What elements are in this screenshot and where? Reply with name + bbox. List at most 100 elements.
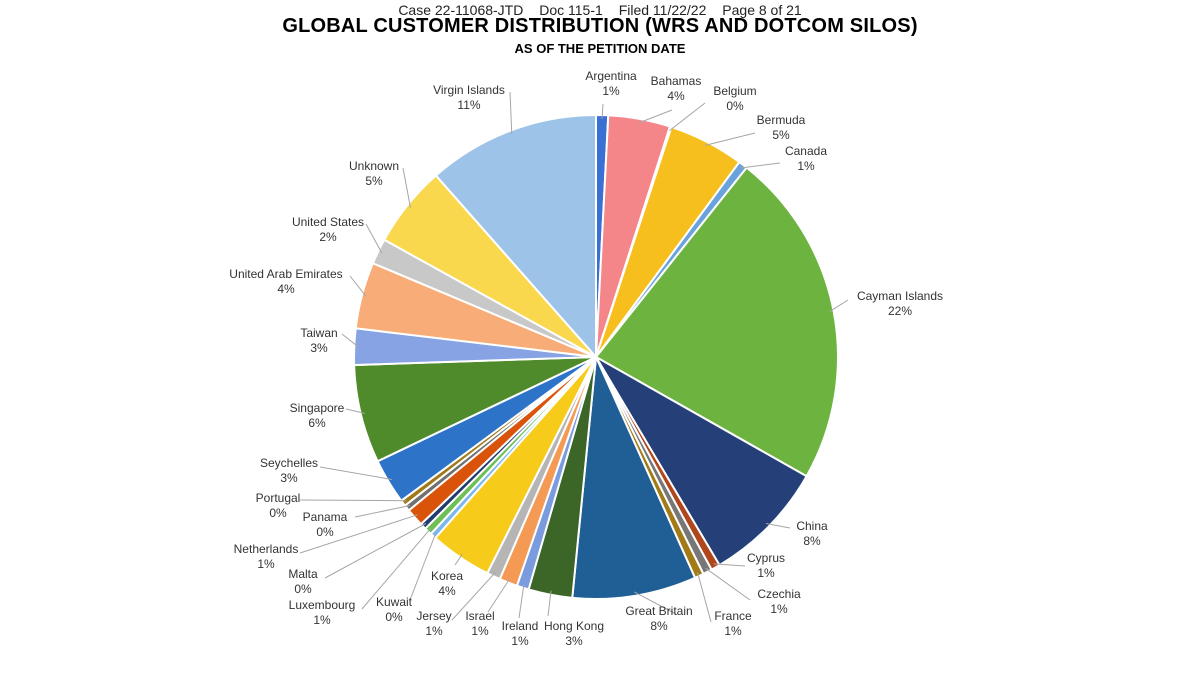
slice-label-bermuda: Bermuda	[757, 113, 806, 127]
slice-label-ireland: Ireland	[502, 619, 539, 633]
leader-line-singapore	[345, 408, 365, 414]
slice-percent-israel: 1%	[471, 624, 489, 638]
slice-label-singapore: Singapore	[290, 401, 345, 415]
slice-percent-great-britain: 8%	[650, 619, 668, 633]
leader-line-panama	[354, 505, 411, 518]
slice-percent-singapore: 6%	[308, 416, 326, 430]
slice-percent-czechia: 1%	[770, 602, 788, 616]
doc-number: Doc 115-1	[539, 2, 603, 18]
slice-label-france: France	[714, 609, 752, 623]
leader-line-taiwan	[341, 333, 359, 348]
pie-slice-china	[593, 354, 808, 567]
leader-line-united-arab-emirates	[349, 275, 367, 297]
leader-line-great-britain	[634, 591, 677, 615]
leader-line-cyprus	[713, 563, 746, 567]
slice-percent-luxembourg: 1%	[313, 613, 331, 627]
pie-slice-great-britain	[571, 353, 697, 600]
slice-label-belgium: Belgium	[713, 84, 756, 98]
slice-label-canada: Canada	[785, 144, 827, 158]
leader-line-korea	[454, 553, 463, 566]
slice-percent-united-states: 2%	[319, 230, 337, 244]
slice-percent-jersey: 1%	[425, 624, 443, 638]
slice-percent-hong-kong: 3%	[565, 634, 583, 648]
pie-slice-virgin-islands	[434, 113, 597, 360]
slice-label-cyprus: Cyprus	[747, 551, 785, 565]
leader-line-argentina	[601, 103, 604, 120]
leader-line-bermuda	[704, 132, 756, 146]
slice-label-jersey: Jersey	[416, 609, 451, 623]
slice-label-unknown: Unknown	[349, 159, 399, 173]
leader-lines	[299, 91, 849, 623]
slice-percent-malta: 0%	[294, 582, 312, 596]
slice-label-hong-kong: Hong Kong	[544, 619, 604, 633]
leader-line-belgium	[669, 102, 706, 131]
slice-percent-netherlands: 1%	[257, 557, 275, 571]
slice-label-bahamas: Bahamas	[651, 74, 702, 88]
slice-label-virgin-islands: Virgin Islands	[433, 83, 505, 97]
leader-line-canada	[740, 162, 781, 169]
leader-line-bahamas	[638, 109, 673, 124]
slice-label-seychelles: Seychelles	[260, 456, 318, 470]
leader-line-kuwait	[409, 532, 437, 601]
leader-line-israel	[487, 578, 511, 613]
slice-percent-korea: 4%	[438, 584, 456, 598]
slice-percent-argentina: 1%	[602, 84, 620, 98]
slice-percent-cyprus: 1%	[757, 566, 775, 580]
slice-label-czechia: Czechia	[757, 587, 801, 601]
slice-percent-unknown: 5%	[365, 174, 383, 188]
slice-label-korea: Korea	[431, 569, 463, 583]
leader-line-ireland	[518, 583, 525, 619]
leader-line-united-states	[365, 223, 383, 254]
slice-label-israel: Israel	[465, 609, 494, 623]
case-number: Case 22-11068-JTD	[398, 2, 524, 18]
slice-percent-france: 1%	[724, 624, 742, 638]
slice-label-china: China	[796, 519, 828, 533]
page-number: Page 8 of 21	[722, 2, 802, 18]
pie-slices	[353, 113, 839, 600]
slice-percent-belgium: 0%	[726, 99, 744, 113]
leader-line-czechia	[705, 567, 751, 601]
slice-label-panama: Panama	[303, 510, 348, 524]
slice-percent-kuwait: 0%	[385, 610, 403, 624]
slice-label-taiwan: Taiwan	[300, 326, 337, 340]
slice-label-malta: Malta	[288, 567, 318, 581]
slice-percent-bermuda: 5%	[772, 128, 790, 142]
leader-line-unknown	[402, 167, 411, 208]
pie-slice-cayman-islands	[594, 166, 839, 478]
leader-line-china	[765, 523, 791, 529]
slice-percent-canada: 1%	[797, 159, 815, 173]
slice-percent-seychelles: 3%	[280, 471, 298, 485]
slice-label-cayman-islands: Cayman Islands	[857, 289, 943, 303]
slice-percent-ireland: 1%	[511, 634, 529, 648]
slice-percent-united-arab-emirates: 4%	[277, 282, 295, 296]
slice-percent-bahamas: 4%	[667, 89, 685, 103]
slice-label-argentina: Argentina	[585, 69, 637, 83]
slice-label-portugal: Portugal	[256, 491, 301, 505]
leader-line-hong-kong	[547, 590, 552, 617]
slice-percent-china: 8%	[803, 534, 821, 548]
slice-label-united-arab-emirates: United Arab Emirates	[229, 267, 342, 281]
case-info-line: Case 22-11068-JTD Doc 115-1 Filed 11/22/…	[0, 2, 1200, 18]
filed-date: Filed 11/22/22	[618, 2, 707, 18]
slice-percent-portugal: 0%	[269, 506, 287, 520]
slice-percent-taiwan: 3%	[310, 341, 328, 355]
leader-line-seychelles	[319, 466, 392, 480]
leader-line-luxembourg	[361, 527, 432, 610]
leader-line-jersey	[451, 572, 496, 621]
leader-line-portugal	[299, 499, 407, 502]
leader-line-malta	[324, 523, 427, 579]
slice-label-great-britain: Great Britain	[625, 604, 692, 618]
slice-label-luxembourg: Luxembourg	[289, 598, 356, 612]
leader-line-virgin-islands	[509, 91, 513, 135]
slice-percent-virgin-islands: 11%	[457, 98, 480, 112]
slice-percent-panama: 0%	[316, 525, 334, 539]
slice-label-netherlands: Netherlands	[234, 542, 299, 556]
chart-subtitle: AS OF THE PETITION DATE	[514, 41, 686, 56]
slice-label-kuwait: Kuwait	[376, 595, 413, 609]
leader-line-netherlands	[299, 514, 418, 554]
slice-percent-cayman-islands: 22%	[888, 304, 912, 318]
leader-line-cayman-islands	[829, 299, 849, 313]
leader-line-france	[697, 572, 712, 623]
